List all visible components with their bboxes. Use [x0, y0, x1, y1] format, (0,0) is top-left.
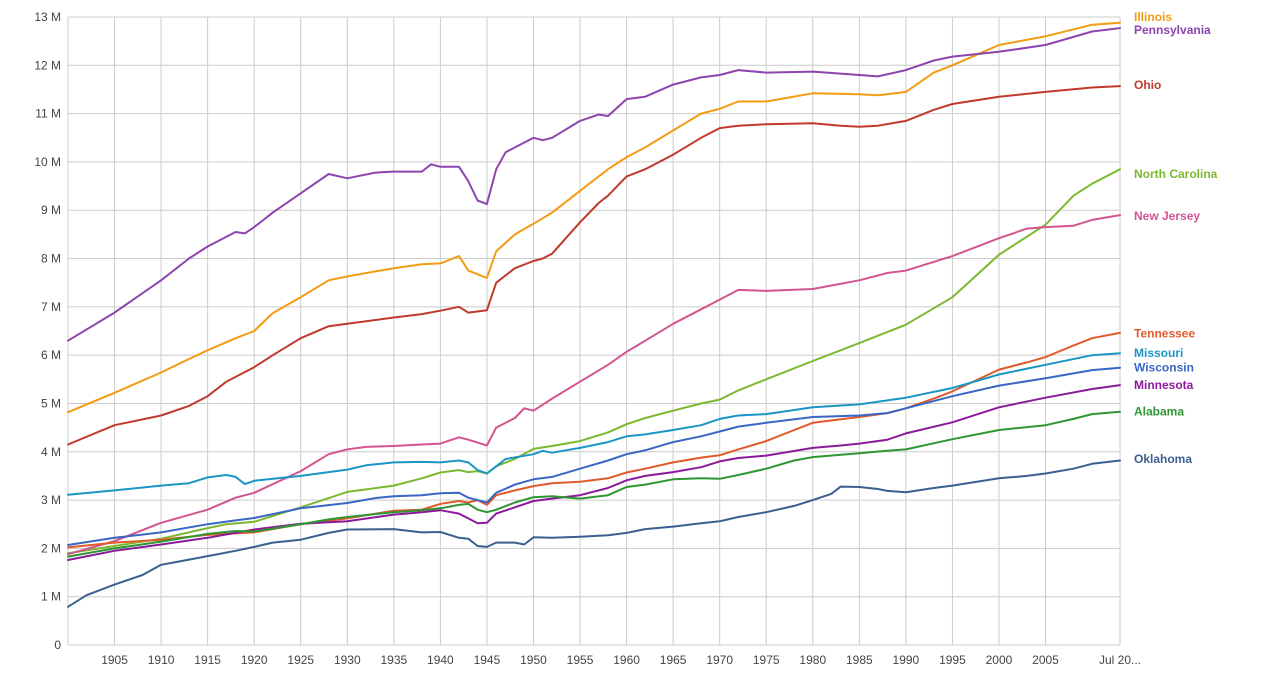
x-tick-label: 1920	[241, 653, 268, 667]
series-line-oklahoma	[67, 459, 1121, 608]
y-tick-label: 5 M	[41, 396, 61, 410]
x-tick-label: 1910	[148, 653, 175, 667]
x-tick-label: 1970	[706, 653, 733, 667]
y-tick-label: 1 M	[41, 590, 61, 604]
x-tick-label: 1975	[753, 653, 780, 667]
y-tick-label: 8 M	[41, 252, 61, 266]
x-tick-label: 2005	[1032, 653, 1059, 667]
x-tick-label: 1945	[474, 653, 501, 667]
x-tick-label: 1960	[613, 653, 640, 667]
y-tick-label: 11 M	[35, 107, 61, 121]
x-tick-label: 1990	[893, 653, 920, 667]
series-label-oklahoma: Oklahoma	[1134, 452, 1192, 466]
series-line-north-carolina	[67, 168, 1121, 555]
series-label-tennessee: Tennessee	[1134, 326, 1195, 340]
y-tick-label: 0	[54, 638, 61, 652]
y-tick-label: 7 M	[41, 300, 61, 314]
y-tick-label: 13 M	[34, 10, 61, 24]
x-tick-label: 1930	[334, 653, 361, 667]
y-tick-label: 9 M	[41, 203, 61, 217]
x-tick-label: 1965	[660, 653, 687, 667]
series-label-minnesota: Minnesota	[1134, 378, 1194, 392]
y-tick-label: 6 M	[41, 348, 61, 362]
series-line-minnesota	[67, 384, 1121, 561]
x-tick-label: 1915	[194, 653, 221, 667]
x-tick-label: 1935	[380, 653, 407, 667]
series-line-new-jersey	[67, 214, 1121, 556]
series-line-ohio	[67, 85, 1121, 446]
x-tick-label: 1985	[846, 653, 873, 667]
x-tick-label: 1950	[520, 653, 547, 667]
series-line-wisconsin	[67, 366, 1121, 546]
series-line-illinois	[67, 21, 1121, 414]
x-tick-label: 1925	[287, 653, 314, 667]
y-tick-label: 4 M	[41, 445, 61, 459]
chart-grid	[67, 16, 1121, 646]
series-line-tennessee	[67, 331, 1121, 549]
y-tick-label: 3 M	[41, 493, 61, 507]
x-tick-label: Jul 20...	[1099, 653, 1141, 667]
series-label-new-jersey: New Jersey	[1134, 209, 1200, 223]
x-tick-label: 1995	[939, 653, 966, 667]
series-label-wisconsin: Wisconsin	[1134, 361, 1194, 375]
x-tick-label: 2000	[986, 653, 1013, 667]
x-tick-label: 1905	[101, 653, 128, 667]
chart-axes: 0 1 M 2 M 3 M 4 M 5 M 6 M 7 M 8 M 9 M 10 M 11 M 12 M…	[34, 10, 1141, 667]
x-tick-label: 1940	[427, 653, 454, 667]
series-label-ohio: Ohio	[1134, 78, 1161, 92]
series-label-north-carolina: North Carolina	[1134, 167, 1218, 181]
series-line-missouri	[67, 352, 1121, 496]
y-tick-label: 10 M	[34, 155, 61, 169]
series-line-alabama	[67, 410, 1121, 558]
series-label-pennsylvania: Pennsylvania	[1134, 23, 1211, 37]
series-label-illinois: Illinois	[1134, 10, 1172, 24]
x-tick-label: 1955	[567, 653, 594, 667]
y-tick-label: 12 M	[34, 58, 61, 72]
series-line-pennsylvania	[67, 27, 1121, 342]
x-tick-label: 1980	[799, 653, 826, 667]
chart-series	[67, 21, 1121, 608]
series-label-alabama: Alabama	[1134, 405, 1184, 419]
series-label-missouri: Missouri	[1134, 346, 1183, 360]
y-tick-label: 2 M	[41, 541, 61, 555]
